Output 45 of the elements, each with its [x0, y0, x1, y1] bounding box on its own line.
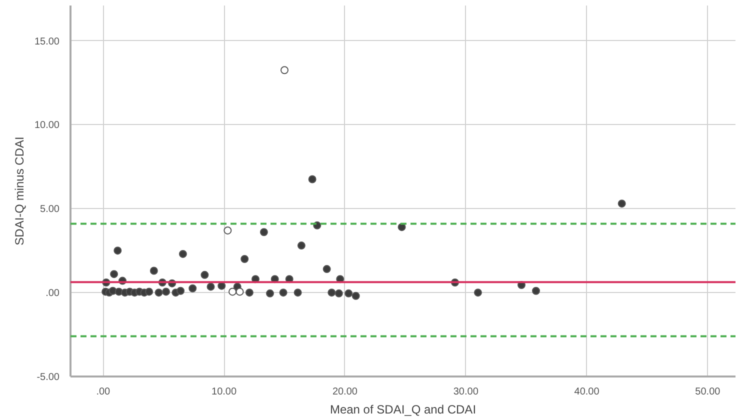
- point: [188, 284, 197, 292]
- point: [532, 286, 540, 295]
- point: [236, 288, 244, 296]
- point: [266, 289, 274, 298]
- x-tick-label: 20.00: [332, 386, 358, 398]
- point: [240, 254, 249, 263]
- point: [245, 288, 254, 297]
- x-tick-label: 30.00: [453, 386, 479, 398]
- y-tick-label: 5.00: [40, 204, 60, 216]
- y-axis-title: SDAI-Q minus CDAI: [12, 136, 26, 246]
- x-tick-label: .00: [96, 386, 111, 398]
- point: [328, 288, 336, 297]
- point: [280, 66, 289, 74]
- y-tick-label: .00: [46, 288, 60, 300]
- point: [178, 250, 187, 258]
- point: [162, 288, 170, 296]
- point: [200, 270, 209, 279]
- point: [618, 200, 626, 208]
- point: [322, 265, 331, 274]
- x-axis-title: Mean of SDAI_Q and CDAI: [330, 402, 476, 416]
- point: [260, 228, 268, 236]
- point: [297, 242, 306, 250]
- point: [474, 288, 482, 297]
- point: [206, 282, 215, 291]
- point: [228, 288, 237, 296]
- point: [308, 175, 316, 184]
- point: [334, 289, 343, 298]
- y-tick-label: -5.00: [36, 372, 60, 383]
- point: [344, 289, 353, 298]
- point: [224, 226, 232, 234]
- point: [352, 292, 360, 300]
- x-tick-label: 50.00: [695, 386, 721, 398]
- point: [154, 288, 163, 297]
- point: [176, 286, 185, 295]
- point: [110, 270, 118, 278]
- y-tick-label: 10.00: [34, 120, 60, 132]
- point: [114, 246, 122, 255]
- y-tick-label: 15.00: [34, 36, 60, 48]
- point: [145, 288, 154, 296]
- point: [150, 266, 158, 275]
- point: [398, 223, 406, 232]
- point: [279, 288, 288, 297]
- x-tick-label: 10.00: [212, 386, 238, 398]
- point: [294, 288, 302, 297]
- x-tick-label: 40.00: [574, 386, 600, 398]
